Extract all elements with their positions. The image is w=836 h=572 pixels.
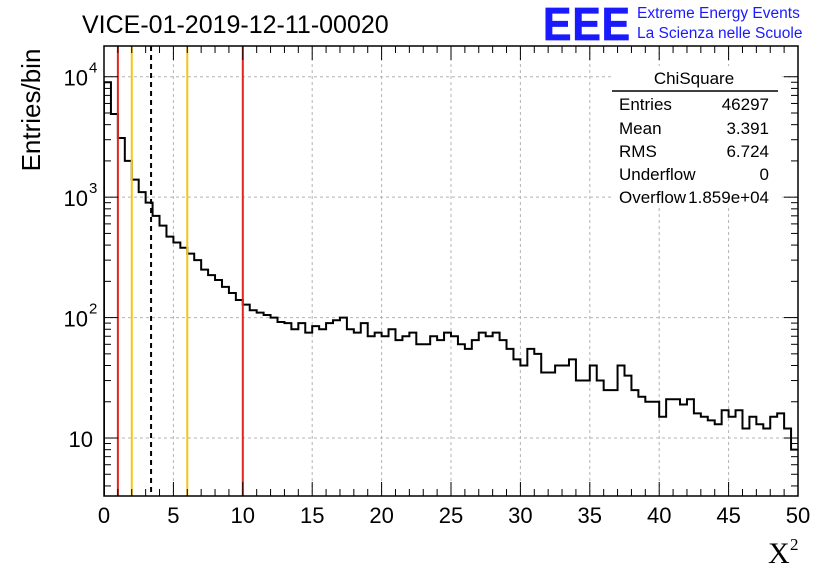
stats-label: RMS	[619, 142, 657, 161]
x-tick-label: 20	[369, 503, 393, 528]
x-axis-label: X	[768, 537, 790, 570]
x-tick-label: 0	[98, 503, 110, 528]
stats-label: Mean	[619, 119, 662, 138]
y-tick-label-exponent: 2	[89, 301, 97, 318]
x-tick-label: 10	[231, 503, 255, 528]
eee-logo: EEE Extreme Energy Events La Scienza nel…	[543, 0, 803, 50]
x-tick-label: 5	[167, 503, 179, 528]
stats-value: 46297	[722, 95, 769, 114]
histogram-layer	[104, 81, 798, 496]
stats-value: 3.391	[726, 119, 769, 138]
y-tick-label: 10	[64, 186, 88, 211]
y-axis-label: Entries/bin	[16, 49, 46, 172]
stats-value: 0	[760, 165, 769, 184]
x-tick-label: 40	[647, 503, 671, 528]
stats-value: 6.724	[726, 142, 769, 161]
logo-line-2: La Scienza nelle Scuole	[637, 25, 802, 42]
chart-title: VICE-01-2019-12-11-00020	[82, 11, 389, 39]
stats-title: ChiSquare	[654, 69, 734, 88]
x-tick-label: 35	[578, 503, 602, 528]
stats-label: Underflow	[619, 165, 696, 184]
y-tick-label-exponent: 3	[89, 180, 97, 197]
stats-box: ChiSquare Entries 46297 Mean 3.391 RMS 6…	[612, 66, 780, 207]
x-axis-label-superscript: 2	[790, 535, 799, 554]
x-tick-label: 30	[508, 503, 532, 528]
stats-label: Entries	[619, 95, 672, 114]
eee-logo-mark: EEE	[543, 0, 631, 50]
x-tick-label: 50	[786, 503, 810, 528]
logo-line-1: Extreme Energy Events	[637, 5, 800, 22]
x-tick-label: 45	[716, 503, 740, 528]
stats-box-background	[612, 66, 780, 206]
y-tick-label: 10	[64, 66, 88, 91]
histogram-series	[104, 81, 798, 496]
reference-lines	[116, 46, 244, 496]
y-tick-label: 10	[69, 427, 93, 452]
y-tick-label: 10	[64, 307, 88, 332]
x-tick-label: 25	[439, 503, 463, 528]
stats-value: 1.859e+04	[688, 188, 769, 207]
stats-label: Overflow	[619, 188, 687, 207]
y-tick-label-exponent: 4	[89, 60, 97, 77]
x-tick-label: 15	[300, 503, 324, 528]
